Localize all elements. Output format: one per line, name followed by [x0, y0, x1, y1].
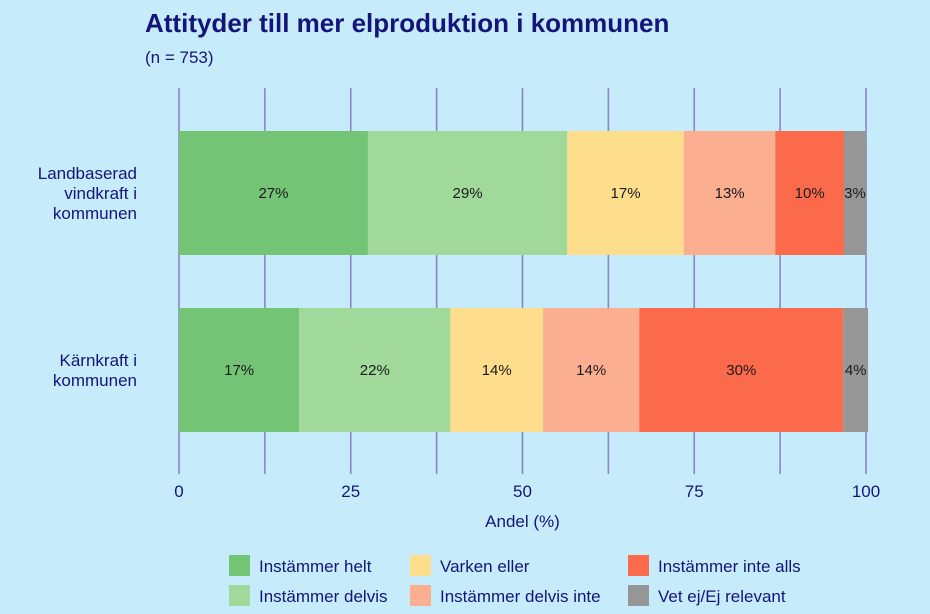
legend-swatch: [410, 555, 431, 576]
x-tick-label: 0: [174, 482, 183, 501]
data-label: 29%: [453, 185, 483, 202]
data-label: 13%: [715, 185, 745, 202]
bar-segment: [179, 308, 300, 432]
legend-label: Instämmer delvis inte: [440, 587, 601, 606]
category-label: kommunen: [53, 204, 137, 223]
legend-label: Varken eller: [440, 557, 530, 576]
legend-swatch: [628, 585, 649, 606]
x-tick-label: 75: [685, 482, 704, 501]
chart-title: Attityder till mer elproduktion i kommun…: [145, 8, 670, 38]
category-label: Kärnkraft i: [60, 351, 137, 370]
data-label: 10%: [795, 185, 825, 202]
data-label: 4%: [845, 362, 867, 379]
bar-segment: [844, 131, 866, 255]
data-label: 17%: [224, 362, 254, 379]
legend-swatch: [229, 555, 250, 576]
bar-segment: [775, 131, 845, 255]
bar-segment: [299, 308, 451, 432]
bar-segment: [683, 131, 776, 255]
category-label: kommunen: [53, 371, 137, 390]
data-label: 14%: [576, 362, 606, 379]
x-tick-label: 50: [513, 482, 532, 501]
legend-label: Instämmer helt: [259, 557, 372, 576]
legend-swatch: [229, 585, 250, 606]
data-label: 22%: [360, 362, 390, 379]
legend-swatch: [628, 555, 649, 576]
bar-segment: [543, 308, 640, 432]
bar-segment: [639, 308, 844, 432]
category-label: Landbaserad: [38, 164, 137, 183]
x-axis-title: Andel (%): [485, 512, 560, 531]
category-label: vindkraft i: [64, 184, 137, 203]
data-label: 17%: [611, 185, 641, 202]
bar-segment: [367, 131, 568, 255]
bar-segment: [567, 131, 684, 255]
bar-segment: [843, 308, 869, 432]
legend-swatch: [410, 585, 431, 606]
bar-segment: [450, 308, 544, 432]
legend-label: Instämmer inte alls: [658, 557, 801, 576]
x-tick-label: 100: [852, 482, 880, 501]
legend-label: Instämmer delvis: [259, 587, 387, 606]
data-label: 27%: [258, 185, 288, 202]
data-label: 30%: [726, 362, 756, 379]
legend-label: Vet ej/Ej relevant: [658, 587, 786, 606]
data-label: 3%: [844, 185, 866, 202]
chart-subtitle: (n = 753): [145, 48, 214, 67]
x-tick-label: 25: [341, 482, 360, 501]
data-label: 14%: [482, 362, 512, 379]
bar-segment: [179, 131, 368, 255]
